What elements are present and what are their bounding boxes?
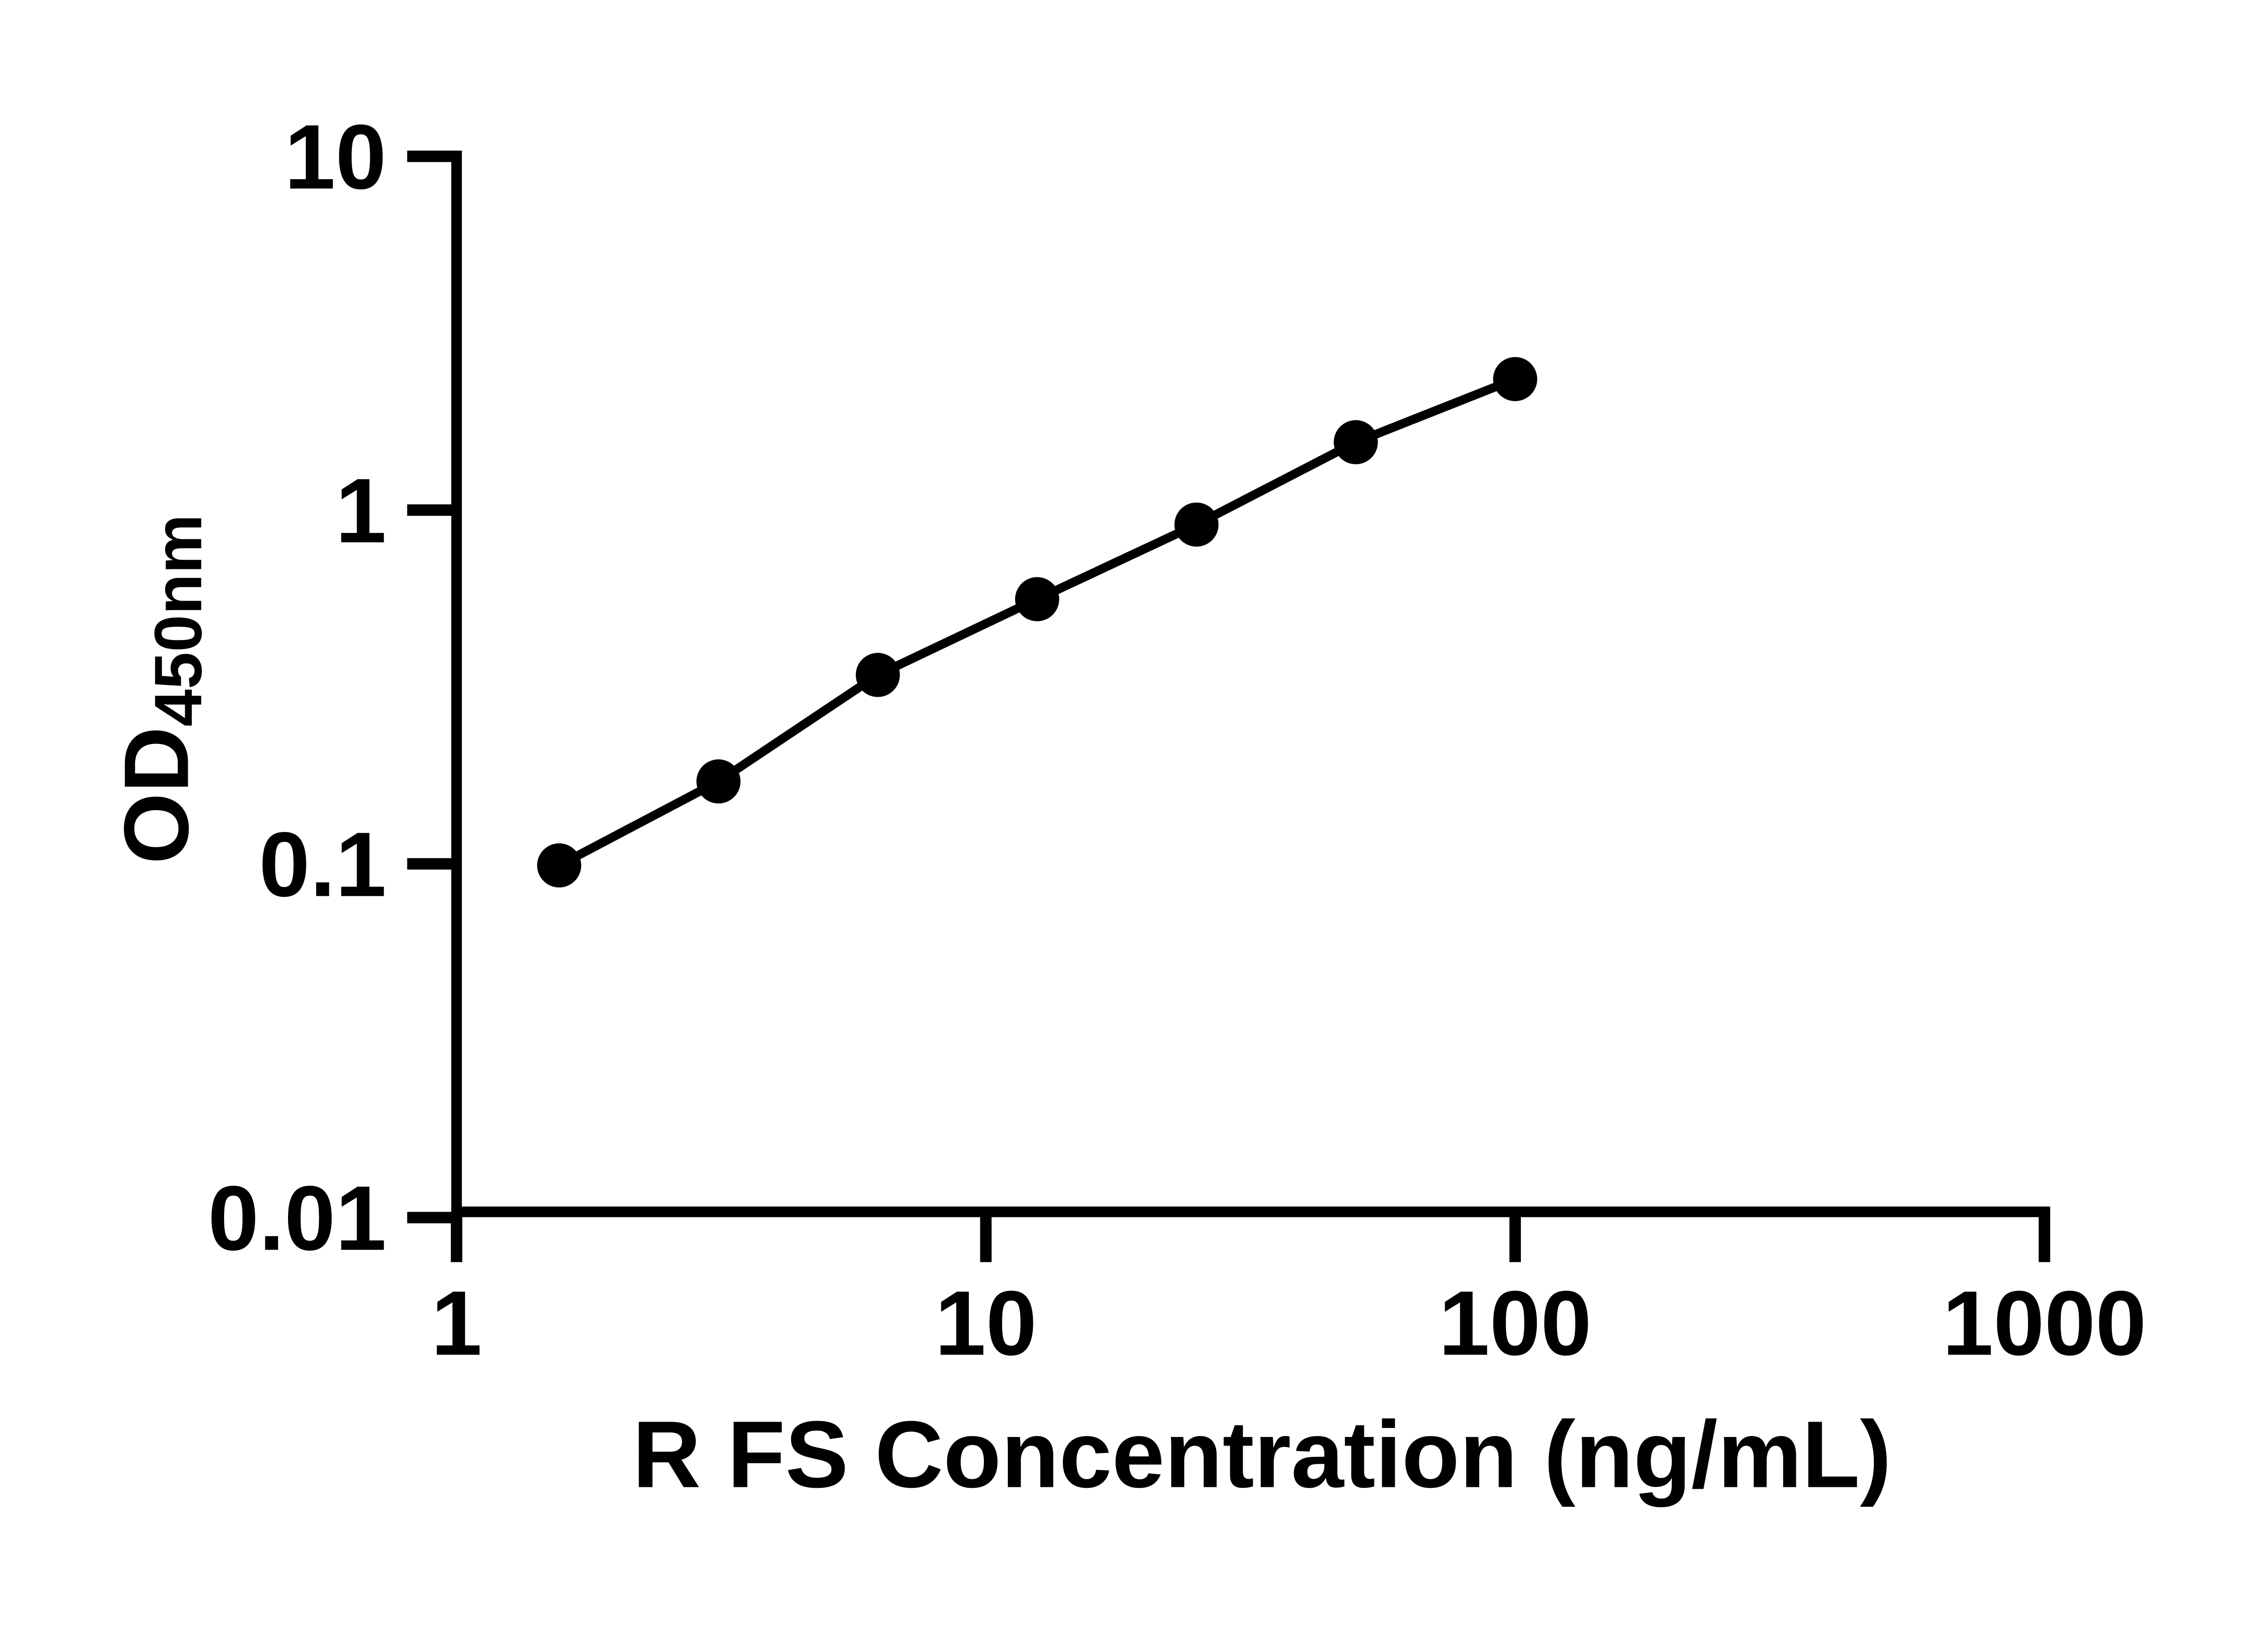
data-point-3 [855, 653, 900, 697]
y-tick-label-10: 10 [284, 106, 386, 208]
x-tick-label-10: 10 [935, 1272, 1037, 1374]
data-point-6 [1334, 420, 1378, 464]
y-axis-title: OD450nm [105, 514, 215, 864]
data-point-4 [1015, 577, 1060, 621]
y-axis-title-subscript: 450nm [141, 514, 216, 726]
elisa-standard-curve-figure: 10 1 0.1 0.01 1 10 100 1000 R FS Concentration … [18, 7, 2268, 1595]
chart-canvas: 10 1 0.1 0.01 1 10 100 1000 R FS Concentration … [18, 7, 2268, 1595]
axes-layer [407, 151, 2050, 1262]
y-tick-label-0.1: 0.1 [259, 813, 386, 915]
x-tick-label-1000: 1000 [1942, 1272, 2146, 1374]
x-tick-label-100: 100 [1439, 1272, 1592, 1374]
y-tick-label-1: 1 [335, 460, 386, 562]
data-point-2 [696, 759, 741, 804]
tick-label-layer: 10 1 0.1 0.01 1 10 100 1000 [208, 106, 2146, 1374]
data-series-layer [537, 357, 1537, 888]
data-point-7 [1493, 357, 1537, 401]
data-point-1 [537, 843, 582, 888]
y-tick-label-0.01: 0.01 [208, 1167, 386, 1269]
x-axis-title: R FS Concentration (ng/mL) [632, 1402, 1892, 1507]
y-axis-title-main: OD [105, 727, 207, 864]
data-point-5 [1174, 502, 1219, 547]
x-tick-label-1: 1 [431, 1272, 482, 1374]
